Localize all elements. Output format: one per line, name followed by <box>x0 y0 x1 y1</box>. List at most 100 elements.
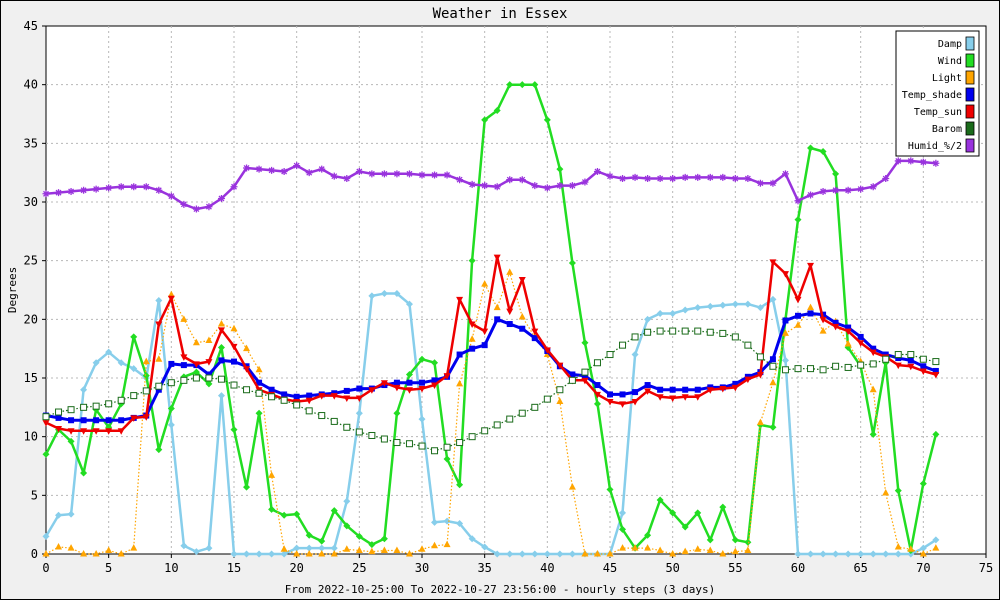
data-point <box>644 328 652 336</box>
data-point <box>130 544 138 551</box>
data-point <box>230 343 238 351</box>
data-point <box>932 371 940 379</box>
data-point <box>168 360 175 367</box>
data-point <box>255 165 263 173</box>
data-point <box>870 345 877 352</box>
data-point <box>93 417 100 424</box>
data-point <box>55 414 62 421</box>
data-point <box>318 393 326 400</box>
data-point <box>568 259 576 267</box>
data-point <box>568 483 576 490</box>
data-point <box>468 180 476 188</box>
data-point <box>405 300 413 308</box>
data-point <box>42 413 50 421</box>
data-point <box>769 423 777 431</box>
data-point <box>681 523 689 531</box>
data-point <box>869 360 877 368</box>
data-point <box>706 173 714 181</box>
data-point <box>844 186 852 194</box>
data-point <box>506 321 513 328</box>
data-point <box>518 409 526 417</box>
data-point <box>581 377 589 385</box>
y-tick-label: 15 <box>24 371 38 385</box>
x-tick-label: 30 <box>415 561 429 575</box>
data-point <box>456 351 463 358</box>
data-point <box>443 373 451 380</box>
data-point <box>481 280 489 287</box>
data-point <box>305 531 313 539</box>
data-point <box>393 384 401 392</box>
axis-ticks: 0 5 10 15 20 25 30 35 40 45 50 55 60 65 70 75 0 5 10 15 20 25… <box>24 19 994 575</box>
data-point <box>607 391 613 398</box>
data-point <box>506 81 514 89</box>
data-point <box>606 351 614 359</box>
data-point <box>657 386 664 393</box>
x-tick-label: 50 <box>665 561 679 575</box>
data-point <box>205 374 213 382</box>
legend-label: Temp_sun <box>914 107 962 118</box>
data-point <box>769 362 777 370</box>
data-point <box>907 545 915 552</box>
data-point <box>368 541 376 549</box>
data-point <box>694 509 702 517</box>
data-point <box>932 159 940 167</box>
data-point <box>756 304 764 312</box>
data-point <box>619 401 627 408</box>
data-point <box>894 157 902 165</box>
data-point <box>581 372 588 379</box>
data-point <box>130 415 138 422</box>
data-point <box>67 428 75 435</box>
data-point <box>456 379 464 387</box>
data-point <box>769 378 777 386</box>
data-point <box>869 550 877 558</box>
data-point <box>167 290 175 298</box>
data-point <box>694 545 702 552</box>
legend-swatch <box>965 53 975 68</box>
data-point <box>330 172 338 180</box>
data-point <box>556 182 564 190</box>
data-point <box>919 550 927 557</box>
data-point <box>42 420 50 427</box>
data-point <box>105 184 113 192</box>
data-point <box>669 550 677 557</box>
y-tick-label: 5 <box>31 488 38 502</box>
data-point <box>719 329 727 337</box>
data-point <box>694 327 702 335</box>
data-point <box>644 388 652 395</box>
data-point <box>857 340 865 347</box>
data-point <box>581 368 589 376</box>
data-point <box>581 178 589 186</box>
data-point <box>518 81 526 89</box>
data-point <box>807 191 815 199</box>
data-point <box>681 547 689 555</box>
data-point <box>155 355 163 362</box>
data-point <box>469 345 476 352</box>
series-layer <box>42 81 940 558</box>
data-point <box>92 402 100 410</box>
data-point <box>506 308 514 316</box>
data-point <box>919 544 927 552</box>
data-point <box>531 328 539 336</box>
data-point <box>243 483 251 491</box>
data-point <box>305 550 313 557</box>
x-tick-label: 0 <box>42 561 49 575</box>
data-point <box>519 325 526 332</box>
data-point <box>167 379 175 387</box>
data-point <box>781 271 789 278</box>
data-point <box>756 418 764 426</box>
data-point <box>243 366 251 373</box>
data-point <box>506 415 514 423</box>
data-point <box>819 148 827 156</box>
data-point <box>794 216 802 224</box>
x-tick-label: 55 <box>728 561 742 575</box>
x-axis-label: From 2022-10-25:00 To 2022-10-27 23:56:0… <box>285 583 715 596</box>
data-point <box>531 81 539 89</box>
data-point <box>380 535 388 543</box>
data-point <box>330 417 338 425</box>
data-point <box>155 386 162 393</box>
data-point <box>92 428 100 435</box>
data-point <box>231 358 237 365</box>
data-point <box>719 550 727 557</box>
data-point <box>80 469 88 477</box>
